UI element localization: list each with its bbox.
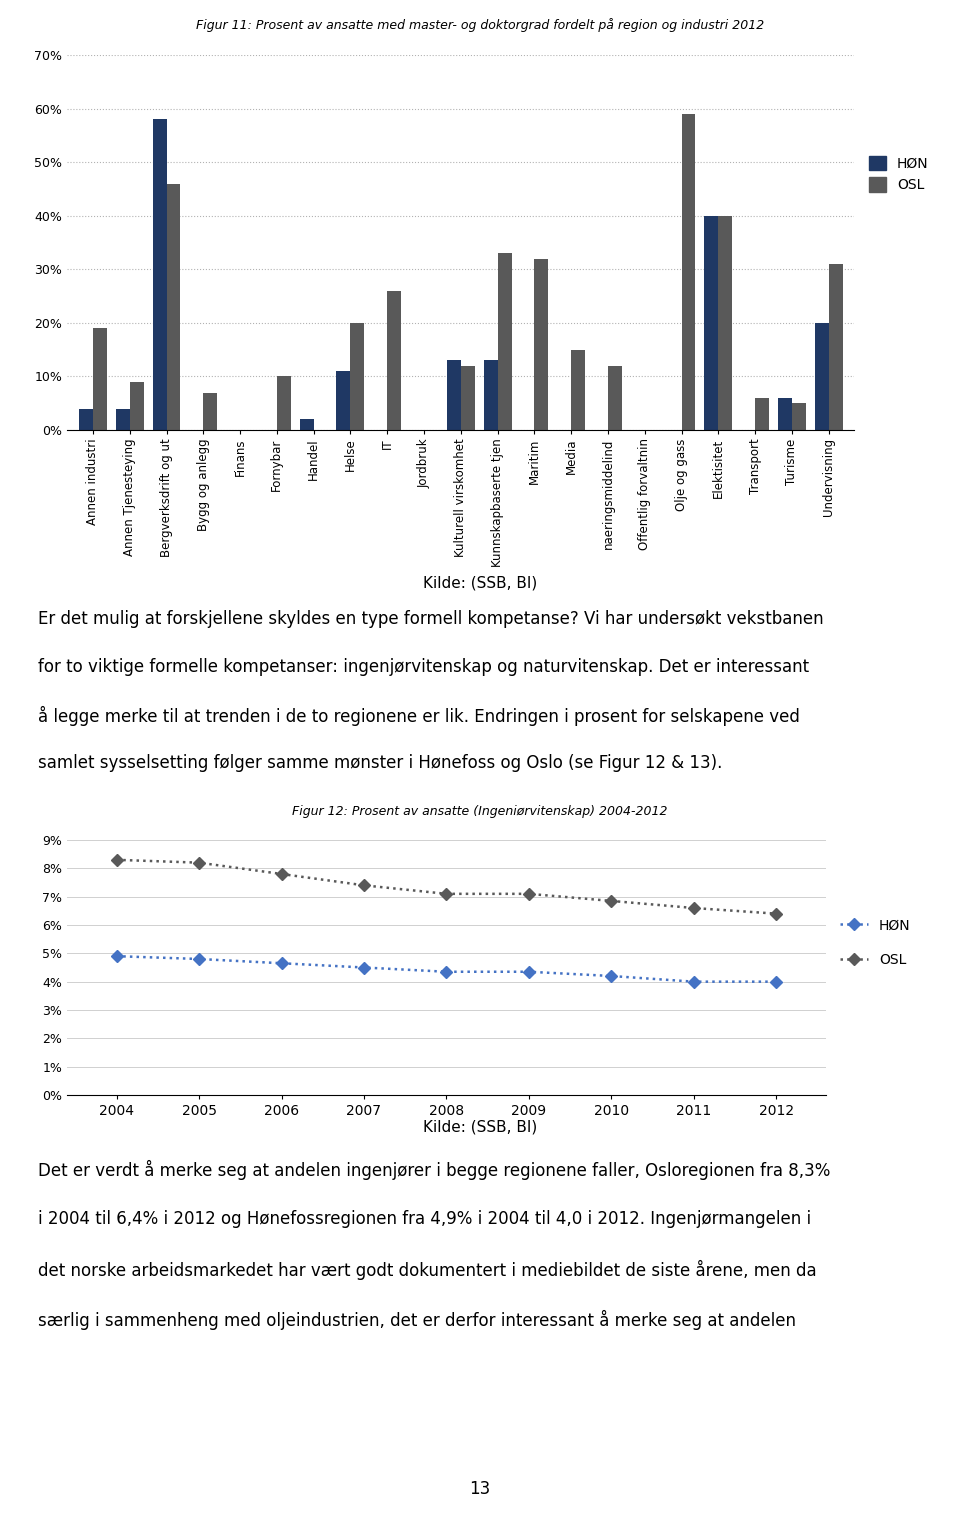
- HØN: [770, 973, 781, 991]
- HØN: [358, 959, 370, 977]
- OSL: [111, 851, 123, 870]
- Bar: [336, 371, 350, 430]
- OSL: [523, 885, 535, 903]
- HØN: [111, 947, 123, 965]
- Text: Figur 11: Prosent av ansatte med master- og doktorgrad fordelt på region og indu: Figur 11: Prosent av ansatte med master-…: [196, 18, 764, 32]
- OSL: [358, 876, 370, 894]
- Text: for to viktige formelle kompetanser: ingenjørvitenskap og naturvitenskap. Det er: for to viktige formelle kompetanser: ing…: [38, 658, 809, 676]
- Bar: [778, 398, 792, 430]
- Text: Figur 12: Prosent av ansatte (Ingeniørvitenskap) 2004-2012: Figur 12: Prosent av ansatte (Ingeniørvi…: [292, 804, 668, 818]
- Legend: HØN, OSL: HØN, OSL: [869, 156, 928, 192]
- Bar: [718, 215, 732, 430]
- Text: i 2004 til 6,4% i 2012 og Hønefossregionen fra 4,9% i 2004 til 4,0 i 2012. Ingen: i 2004 til 6,4% i 2012 og Hønefossregion…: [38, 1210, 811, 1229]
- Text: 13: 13: [469, 1480, 491, 1498]
- Line: HØN: HØN: [112, 951, 780, 986]
- Text: Er det mulig at forskjellene skyldes en type formell kompetanse? Vi har undersøk: Er det mulig at forskjellene skyldes en …: [38, 611, 824, 629]
- HØN: [523, 962, 535, 980]
- Bar: [682, 114, 695, 430]
- Text: det norske arbeidsmarkedet har vært godt dokumentert i mediebildet de siste åren: det norske arbeidsmarkedet har vært godt…: [38, 1260, 817, 1280]
- Bar: [705, 215, 718, 430]
- Bar: [276, 376, 291, 430]
- Bar: [204, 392, 217, 430]
- OSL: [606, 892, 617, 911]
- Bar: [828, 264, 843, 430]
- Bar: [350, 323, 365, 430]
- Bar: [792, 403, 805, 430]
- Bar: [300, 420, 314, 430]
- Bar: [116, 409, 130, 430]
- Bar: [535, 259, 548, 430]
- Text: Det er verdt å merke seg at andelen ingenjører i begge regionene faller, Osloreg: Det er verdt å merke seg at andelen inge…: [38, 1160, 830, 1180]
- Bar: [484, 361, 497, 430]
- OSL: [276, 865, 287, 883]
- Line: OSL: OSL: [112, 856, 780, 918]
- Text: samlet sysselsetting følger samme mønster i Hønefoss og Oslo (se Figur 12 & 13).: samlet sysselsetting følger samme mønste…: [38, 754, 723, 773]
- HØN: [441, 962, 452, 980]
- OSL: [688, 898, 700, 917]
- Bar: [571, 350, 586, 430]
- Text: Kilde: (SSB, BI): Kilde: (SSB, BI): [422, 576, 538, 589]
- Bar: [446, 361, 461, 430]
- HØN: [606, 967, 617, 985]
- Text: å legge merke til at trenden i de to regionene er lik. Endringen i prosent for s: å legge merke til at trenden i de to reg…: [38, 706, 801, 726]
- Text: Kilde: (SSB, BI): Kilde: (SSB, BI): [422, 1120, 538, 1135]
- OSL: [770, 904, 781, 923]
- HØN: [276, 954, 287, 973]
- HØN: [688, 973, 700, 991]
- Bar: [815, 323, 828, 430]
- OSL: [441, 885, 452, 903]
- Bar: [130, 382, 144, 430]
- Bar: [387, 291, 401, 430]
- HØN: [193, 950, 204, 968]
- Bar: [461, 365, 475, 430]
- Bar: [153, 120, 166, 430]
- Legend: HØN, OSL: HØN, OSL: [840, 918, 911, 967]
- Bar: [93, 329, 107, 430]
- Text: særlig i sammenheng med oljeindustrien, det er derfor interessant å merke seg at: særlig i sammenheng med oljeindustrien, …: [38, 1310, 797, 1330]
- Bar: [608, 365, 622, 430]
- Bar: [79, 409, 93, 430]
- Bar: [756, 398, 769, 430]
- Bar: [497, 253, 512, 430]
- Bar: [166, 183, 180, 430]
- OSL: [193, 853, 204, 871]
